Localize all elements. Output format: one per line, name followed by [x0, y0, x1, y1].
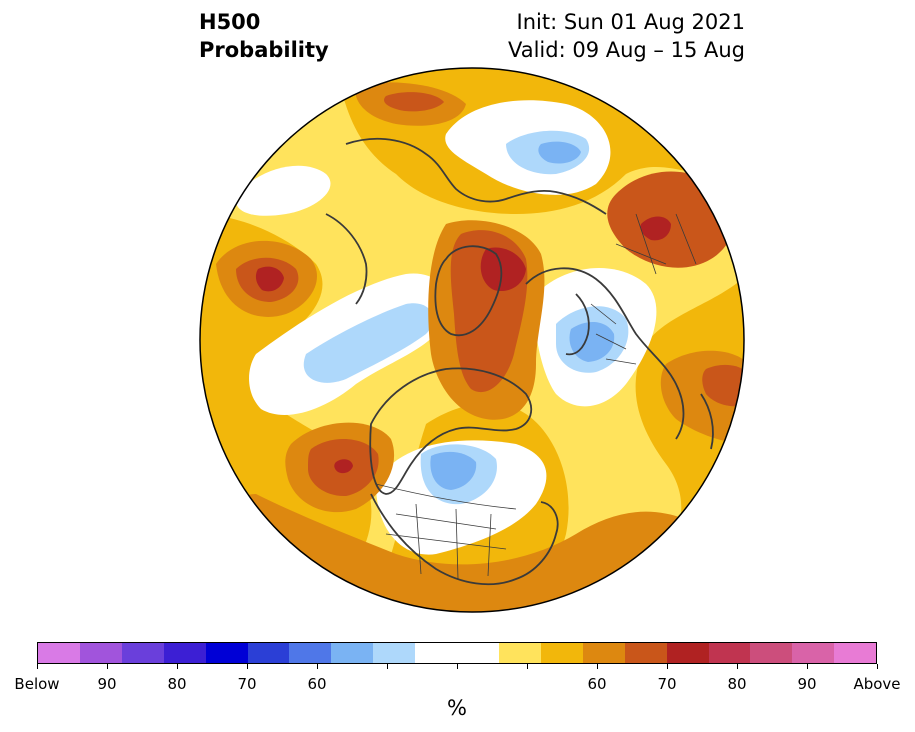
border-europe	[590, 303, 637, 365]
colorbar-segment	[582, 643, 625, 663]
title-variable: H500	[199, 10, 261, 34]
field-blue-na	[430, 451, 477, 490]
colorbar-segment	[121, 643, 164, 663]
colorbar-tick-label: 80	[727, 675, 747, 693]
colorbar-tick	[37, 664, 38, 669]
colorbar-tick-label: 70	[657, 675, 677, 693]
field-red-pacific	[334, 459, 353, 474]
colorbar-tick	[737, 664, 738, 669]
map-outline	[199, 67, 745, 613]
title-left: H500 Probability	[199, 8, 329, 64]
valid-range: Valid: 09 Aug – 15 Aug	[507, 38, 745, 62]
coast-canada	[369, 367, 533, 495]
colorbar-tick-label: 60	[587, 675, 607, 693]
border-us-states	[385, 503, 507, 580]
colorbar-tick	[877, 664, 878, 669]
colorbar-segment	[666, 643, 709, 663]
coast-scandinavia	[565, 293, 590, 356]
colorbar-tick	[667, 664, 668, 669]
colorbar-unit: %	[447, 696, 467, 720]
init-date: Init: Sun 01 Aug 2021	[516, 10, 745, 34]
field-blue-europe	[569, 322, 615, 362]
colorbar-tick	[177, 664, 178, 669]
colorbar-segment	[708, 643, 751, 663]
colorbar-tick	[247, 664, 248, 669]
colorbar-tick-label: Above	[853, 675, 901, 693]
colorbar-segment	[457, 643, 499, 663]
colorbar-segment	[540, 643, 583, 663]
colorbar-tick	[597, 664, 598, 669]
colorbar-segment	[38, 643, 80, 663]
colorbar-tick	[807, 664, 808, 669]
colorbar-segment	[624, 643, 667, 663]
colorbar-tick-label: 90	[97, 675, 117, 693]
coast-us	[370, 493, 559, 586]
coast-greenland	[434, 245, 503, 337]
colorbar-tick-label: 80	[167, 675, 187, 693]
colorbar-tick-label: 70	[237, 675, 257, 693]
coast-siberia	[345, 137, 607, 215]
coast-alaska	[325, 213, 368, 305]
colorbar-tick-label: 90	[797, 675, 817, 693]
field-red-ne	[640, 216, 671, 241]
colorbar-segment	[247, 643, 290, 663]
colorbar-segment	[79, 643, 122, 663]
colorbar-tick	[107, 664, 108, 669]
colorbar-segment	[498, 643, 541, 663]
field-lightblue-pacific	[303, 303, 434, 383]
colorbar-segment	[163, 643, 206, 663]
field-brown-east	[702, 364, 744, 407]
colorbar-tick	[317, 664, 318, 669]
colorbar-segment	[415, 643, 458, 663]
colorbar-tick-label: Below	[14, 675, 60, 693]
colorbar-segment	[834, 643, 877, 663]
title-quantity: Probability	[199, 38, 329, 62]
polar-map	[199, 67, 745, 613]
colorbar-segment	[289, 643, 332, 663]
colorbar-tick	[387, 664, 388, 669]
colorbar-tick	[527, 664, 528, 669]
colorbar-tick	[457, 664, 458, 669]
colorbar-segment	[750, 643, 793, 663]
field-white-west	[235, 165, 331, 216]
field-blue-arctic	[538, 141, 581, 164]
colorbar-segment	[331, 643, 374, 663]
border-us-canada	[375, 483, 517, 510]
field-red-center	[480, 247, 526, 292]
colorbar-segment	[205, 643, 248, 663]
field-red-west	[255, 266, 284, 292]
colorbar-tick-label: 60	[307, 675, 327, 693]
colorbar-segment	[792, 643, 835, 663]
title-right: Init: Sun 01 Aug 2021 Valid: 09 Aug – 15…	[508, 8, 745, 64]
coast-arabia	[700, 393, 714, 450]
border-asia	[615, 213, 697, 275]
coast-eurasia	[525, 267, 685, 440]
colorbar-segment	[373, 643, 416, 663]
colorbar	[37, 642, 877, 664]
field-brown-north	[384, 92, 444, 112]
